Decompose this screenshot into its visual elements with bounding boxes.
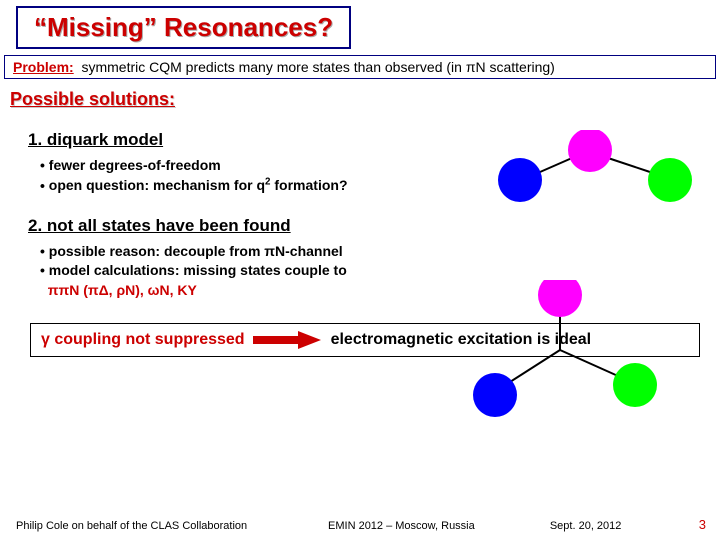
page-number: 3	[699, 517, 706, 532]
footer-author: Philip Cole on behalf of the CLAS Collab…	[16, 520, 273, 532]
bullet-text: open question: mechanism for q2 formatio…	[49, 177, 348, 193]
solution2-header: 2. not all states have been found	[28, 216, 720, 236]
footer: Philip Cole on behalf of the CLAS Collab…	[0, 520, 720, 532]
title-text: “Missing” Resonances?	[34, 12, 333, 42]
problem-box: Problem: symmetric CQM predicts many mor…	[4, 55, 716, 79]
bullet-text: possible reason: decouple from πN-channe…	[49, 243, 343, 259]
three-quark-diagram	[460, 280, 680, 430]
bullet-text: model calculations: missing states coupl…	[49, 262, 347, 278]
arrow-icon	[253, 330, 323, 350]
footer-event: EMIN 2012 – Moscow, Russia	[273, 520, 530, 532]
title-box: “Missing” Resonances?	[16, 6, 351, 49]
couplings-text: ππN (πΔ, ρN), ωN, KY	[48, 282, 197, 298]
problem-label: Problem:	[13, 59, 74, 75]
possible-solutions-heading: Possible solutions:	[10, 89, 720, 110]
bullet-text: fewer degrees-of-freedom	[49, 157, 221, 173]
footer-date: Sept. 20, 2012	[530, 520, 704, 532]
diquark-diagram	[480, 130, 700, 210]
problem-text: symmetric CQM predicts many more states …	[81, 59, 554, 75]
conclusion-left: γ coupling not suppressed	[41, 331, 245, 349]
